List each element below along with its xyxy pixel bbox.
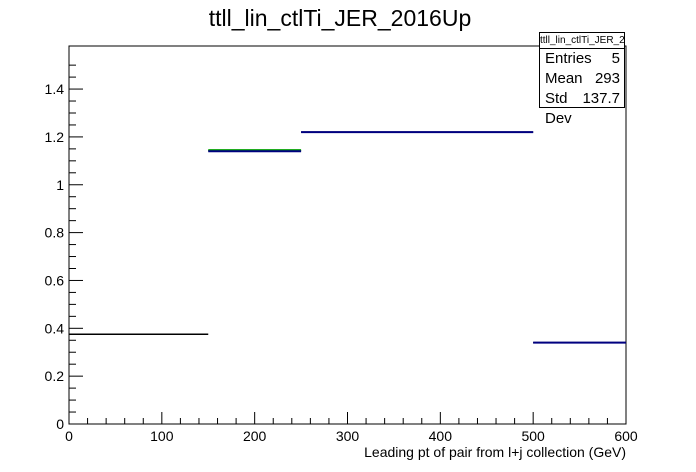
x-tick-label: 100: [150, 428, 174, 444]
stats-row-entries: Entries 5: [540, 49, 624, 69]
y-axis: 0 0.2 0.4 0.6 0.8 1 1.2 1.4: [45, 64, 83, 432]
y-tick-label: 0.2: [45, 368, 65, 384]
x-axis-label: Leading pt of pair from l+j collection (…: [364, 444, 626, 460]
y-tick-label: 0.4: [45, 320, 65, 336]
y-tick-label: 1.2: [45, 129, 65, 145]
y-tick-label: 1.4: [45, 81, 65, 97]
x-tick-label: 600: [614, 428, 638, 444]
x-tick-label: 300: [336, 428, 360, 444]
stats-value: 137.7: [582, 90, 620, 107]
stats-box: ttll_lin_ctlTi_JER_2016Up Entries 5 Mean…: [539, 32, 625, 127]
stats-label: Entries: [545, 50, 592, 67]
stats-label: Mean: [545, 70, 583, 87]
x-tick-label: 200: [243, 428, 267, 444]
x-axis: 0 100 200 300 400 500 600: [65, 412, 638, 444]
x-tick-label: 400: [429, 428, 453, 444]
x-tick-label: 0: [65, 428, 73, 444]
y-tick-label: 0.8: [45, 225, 65, 241]
chart-title: ttll_lin_ctlTi_JER_2016Up: [209, 5, 472, 31]
stats-value: 5: [611, 50, 620, 67]
stats-row-stddev: Std Dev 137.7: [540, 89, 624, 129]
histogram-bins: [69, 131, 626, 344]
x-tick-label: 500: [521, 428, 545, 444]
stats-row-mean: Mean 293: [540, 69, 624, 89]
stats-value: 293: [594, 70, 620, 87]
y-tick-label: 1: [56, 177, 64, 193]
stats-box-title: ttll_lin_ctlTi_JER_2016Up: [540, 33, 624, 49]
stats-label: Std Dev: [545, 90, 572, 127]
y-tick-label: 0: [56, 416, 64, 432]
y-tick-label: 0.6: [45, 272, 65, 288]
